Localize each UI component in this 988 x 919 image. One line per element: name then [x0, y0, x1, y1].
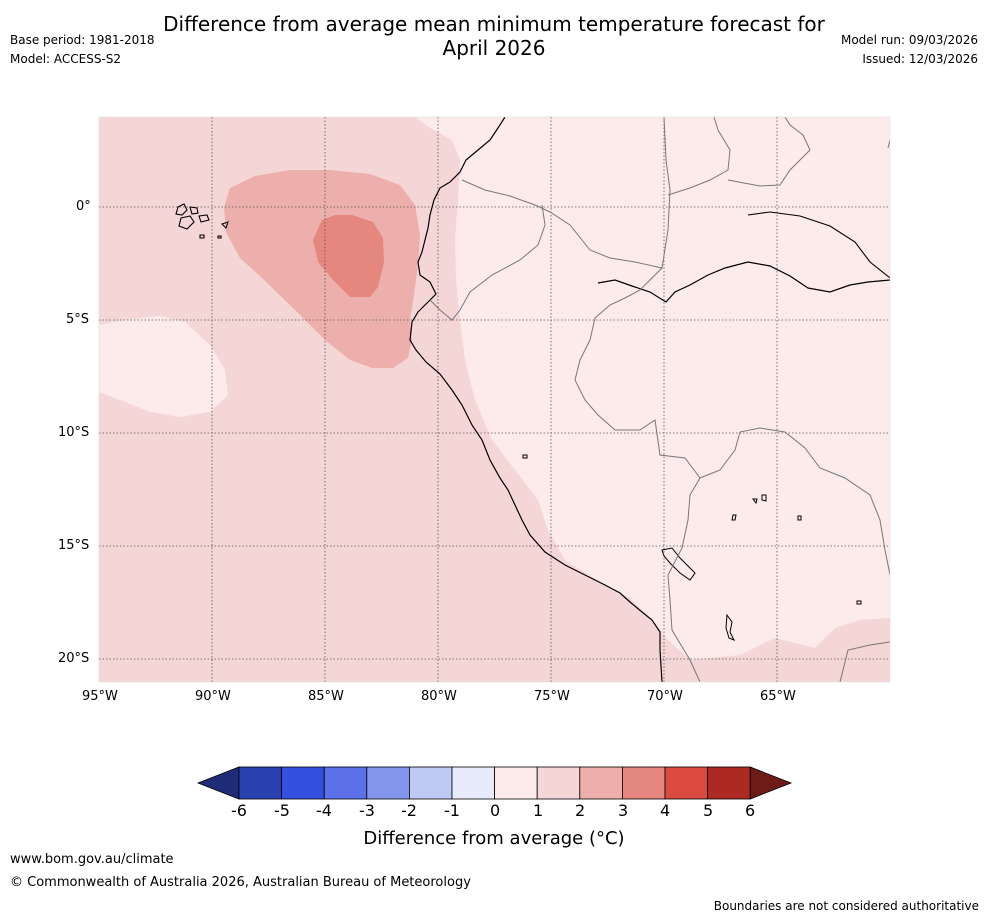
galapagos-islands	[175, 203, 229, 239]
lon-label-90w: 90°W	[195, 689, 231, 704]
lat-label-20s: 20°S	[58, 651, 90, 666]
country-borders	[429, 117, 890, 682]
title-line-1: Difference from average mean minimum tem…	[163, 12, 825, 36]
colorbar-tick: -2	[401, 801, 417, 820]
colorbar-tick: 3	[618, 801, 629, 820]
title-line-2: April 2026	[442, 36, 546, 60]
anomaly-band-3-4	[313, 215, 384, 297]
colorbar-tick: -5	[274, 801, 290, 820]
issued-date: Issued: 12/03/2026	[862, 52, 978, 66]
copyright-notice: © Commonwealth of Australia 2026, Austra…	[10, 875, 471, 890]
lon-label-80w: 80°W	[421, 689, 457, 704]
lon-label-65w: 65°W	[760, 689, 796, 704]
anomaly-band-2-3	[224, 170, 420, 368]
colorbar-tick: 6	[745, 801, 756, 820]
lat-label-10s: 10°S	[58, 425, 90, 440]
base-period: Base period: 1981-2018	[10, 33, 155, 47]
lat-label-0: 0°	[76, 199, 91, 214]
model-name: Model: ACCESS-S2	[10, 52, 122, 66]
anomaly-band-0-1-land	[415, 117, 890, 660]
graticule	[99, 117, 890, 682]
anomaly-band-0-1-ocean	[99, 316, 228, 417]
lon-label-95w: 95°W	[82, 689, 118, 704]
lat-label-15s: 15°S	[58, 538, 90, 553]
colorbar-label: Difference from average (°C)	[363, 828, 625, 849]
boundaries-disclaimer: Boundaries are not considered authoritat…	[713, 899, 979, 913]
lakes	[522, 454, 862, 641]
colorbar-tick: 1	[533, 801, 544, 820]
colorbar-tick: -4	[316, 801, 332, 820]
colorbar-tick: 4	[660, 801, 671, 820]
colorbar-tick: 0	[490, 801, 501, 820]
colorbar-tick: -1	[444, 801, 460, 820]
lat-label-5s: 5°S	[66, 312, 90, 327]
map-frame	[98, 116, 891, 683]
colorbar-tick: -3	[359, 801, 375, 820]
map-title: Difference from average mean minimum tem…	[0, 12, 988, 60]
colorbar-tick: -6	[231, 801, 247, 820]
lon-label-85w: 85°W	[308, 689, 344, 704]
colorbar-tick: 5	[703, 801, 714, 820]
amazon-river	[597, 261, 890, 303]
negro-river	[747, 211, 890, 279]
lon-label-70w: 70°W	[647, 689, 683, 704]
model-run-date: Model run: 09/03/2026	[840, 33, 978, 47]
lon-label-75w: 75°W	[534, 689, 570, 704]
coastline	[409, 117, 663, 682]
colorbar-tick: 2	[575, 801, 586, 820]
website-link[interactable]: www.bom.gov.au/climate	[10, 852, 174, 867]
